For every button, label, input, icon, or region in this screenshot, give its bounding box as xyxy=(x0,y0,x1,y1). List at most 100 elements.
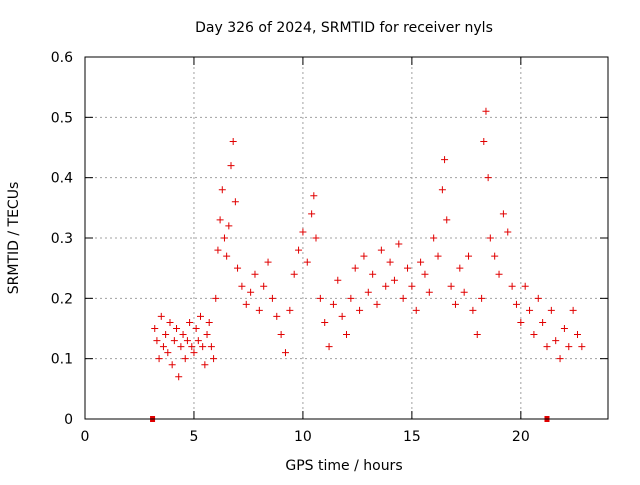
data-point xyxy=(517,318,525,326)
data-point xyxy=(186,318,194,326)
y-tick-label: 0.3 xyxy=(51,231,73,247)
data-point xyxy=(218,186,226,194)
data-point xyxy=(277,331,285,339)
data-point xyxy=(177,343,185,351)
data-point xyxy=(560,325,568,332)
data-point xyxy=(547,306,555,314)
data-point xyxy=(295,246,303,254)
data-point xyxy=(162,331,170,339)
data-point xyxy=(443,216,451,224)
data-point xyxy=(478,294,486,302)
data-point xyxy=(166,318,174,326)
data-point xyxy=(173,325,181,332)
data-point xyxy=(231,198,239,206)
x-tick-label: 5 xyxy=(189,429,198,445)
data-point xyxy=(486,234,494,242)
data-point xyxy=(242,300,250,308)
data-point xyxy=(343,331,350,339)
data-point xyxy=(473,331,481,339)
data-point xyxy=(480,137,488,145)
data-point xyxy=(395,240,403,248)
data-point xyxy=(399,294,407,302)
data-point xyxy=(205,318,213,326)
chart-title: Day 326 of 2024, SRMTID for receiver nyl… xyxy=(195,20,493,36)
data-point xyxy=(151,325,159,332)
y-tick-label: 0.1 xyxy=(51,352,73,368)
data-point xyxy=(495,270,503,278)
data-point xyxy=(286,306,294,314)
data-point xyxy=(347,294,355,302)
data-point xyxy=(460,288,468,296)
plot-border xyxy=(84,56,609,420)
data-point xyxy=(441,156,449,164)
data-point xyxy=(153,337,161,345)
x-tick-label: 15 xyxy=(403,429,421,445)
data-point xyxy=(390,276,398,284)
axis-ticks: 0 0.1 0.2 0.3 0.4 0.5 0.6 0 5 10 15 20 xyxy=(51,50,608,445)
data-point xyxy=(556,355,564,363)
data-point xyxy=(260,282,268,290)
data-point xyxy=(159,343,167,351)
data-point xyxy=(499,210,507,218)
grid-lines xyxy=(85,57,608,419)
data-point xyxy=(334,276,342,284)
data-point xyxy=(155,355,163,363)
y-tick-label: 0 xyxy=(64,412,73,428)
data-point xyxy=(223,252,231,260)
data-point xyxy=(578,343,586,351)
data-point xyxy=(316,294,324,302)
data-point xyxy=(247,288,255,296)
data-point xyxy=(234,264,242,272)
y-tick-label: 0.4 xyxy=(51,171,73,187)
y-axis-title: SRMTID / TECUs xyxy=(6,182,22,295)
data-point xyxy=(543,343,551,351)
data-point xyxy=(521,282,529,290)
data-point xyxy=(469,306,477,314)
data-point xyxy=(364,288,372,296)
data-point xyxy=(338,312,346,320)
data-point xyxy=(264,258,272,266)
y-tick-label: 0.5 xyxy=(51,110,73,126)
data-point xyxy=(425,288,433,296)
data-point xyxy=(569,306,577,314)
data-point xyxy=(203,331,211,339)
data-point xyxy=(227,162,235,170)
data-point xyxy=(188,343,196,351)
data-point xyxy=(421,270,429,278)
data-point xyxy=(377,246,385,254)
data-point xyxy=(170,337,178,345)
x-tick-label: 0 xyxy=(81,429,90,445)
data-point xyxy=(430,234,438,242)
data-point xyxy=(382,282,390,290)
data-point xyxy=(325,343,333,351)
data-point xyxy=(251,270,259,278)
data-point xyxy=(194,337,202,345)
x-tick-label: 20 xyxy=(512,429,530,445)
data-point xyxy=(212,294,220,302)
data-point xyxy=(220,234,228,242)
y-tick-label: 0.2 xyxy=(51,291,73,307)
x-axis-title: GPS time / hours xyxy=(285,458,402,474)
data-point xyxy=(229,137,237,145)
data-point xyxy=(192,325,200,332)
data-point xyxy=(238,282,246,290)
data-point xyxy=(417,258,425,266)
data-point xyxy=(526,306,534,314)
data-point xyxy=(539,318,547,326)
data-point xyxy=(157,312,165,320)
data-point xyxy=(565,343,573,351)
data-point xyxy=(491,252,499,260)
data-point xyxy=(190,349,198,357)
data-point xyxy=(512,300,520,308)
data-point xyxy=(207,343,215,351)
data-point xyxy=(534,294,542,302)
data-point xyxy=(310,192,318,200)
data-point xyxy=(412,306,420,314)
data-point xyxy=(484,174,492,182)
data-point xyxy=(290,270,298,278)
x-tick-label: 10 xyxy=(294,429,312,445)
data-point xyxy=(216,216,224,224)
data-point xyxy=(465,252,473,260)
data-point xyxy=(214,246,222,254)
